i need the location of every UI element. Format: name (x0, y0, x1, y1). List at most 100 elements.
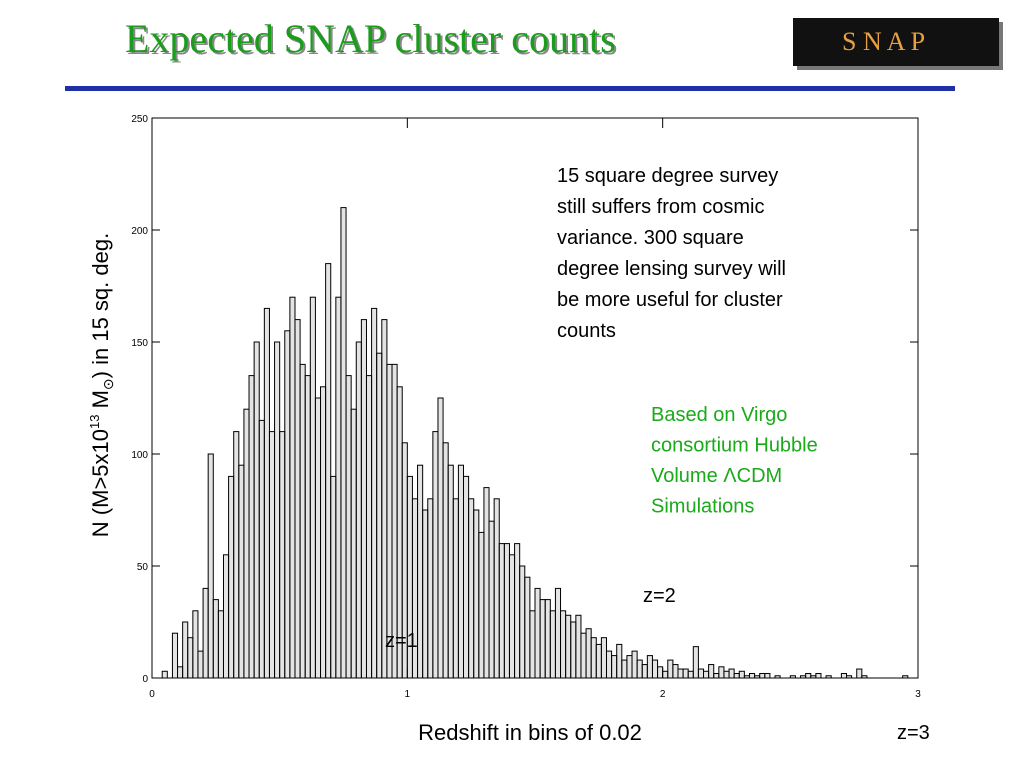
bar (350, 408, 357, 679)
y-tick-label: 250 (131, 114, 148, 125)
bar (534, 587, 541, 679)
bar (549, 610, 556, 679)
x-tick-label: 0 (149, 689, 155, 700)
bar (498, 543, 505, 679)
title-shadow: Expected SNAP cluster counts (127, 18, 618, 63)
bar (815, 673, 822, 679)
bar (452, 498, 459, 679)
bar (228, 475, 235, 679)
bar (539, 599, 546, 679)
bar (503, 543, 510, 679)
bar (279, 431, 286, 679)
bar (754, 675, 761, 679)
bar (738, 670, 745, 679)
bar (197, 650, 204, 679)
bar (641, 664, 648, 679)
bar (182, 621, 189, 679)
title-rule (65, 86, 955, 91)
y-axis-label-part: ) in 15 sq. deg. (88, 233, 113, 379)
logo-text: S N A P (842, 27, 925, 56)
bar (672, 664, 679, 679)
bar (646, 655, 653, 679)
source-line: Simulations (651, 496, 754, 518)
bar (590, 637, 597, 679)
bar (365, 375, 373, 679)
bar (723, 670, 730, 679)
bar (508, 554, 516, 679)
bar (355, 341, 362, 679)
x-tick-label: 3 (915, 689, 921, 700)
bar (340, 207, 347, 679)
bar (514, 543, 521, 679)
bar (207, 453, 214, 679)
bar (381, 319, 388, 679)
bar (478, 531, 485, 679)
y-tick-label: 150 (131, 338, 148, 349)
bar (805, 673, 812, 679)
y-tick-label: 0 (142, 674, 148, 685)
bar (713, 673, 720, 679)
note-line: counts (557, 320, 616, 342)
source-line: consortium Hubble (651, 435, 818, 457)
logo (793, 18, 999, 66)
bar (345, 375, 352, 679)
bar (314, 397, 322, 679)
bar (360, 319, 367, 679)
bar (703, 670, 710, 679)
bar (585, 628, 592, 679)
bar (840, 673, 848, 679)
bar (789, 675, 796, 679)
bar (437, 397, 444, 679)
x-tick-label: 1 (405, 689, 411, 700)
bar (376, 352, 383, 679)
bar (187, 637, 194, 679)
y-axis-label-part: ⊙ (100, 378, 116, 390)
bar (605, 650, 613, 679)
bar (294, 319, 301, 679)
source-line: Volume ΛCDM (651, 465, 782, 487)
bar (524, 576, 531, 679)
bar (560, 610, 567, 679)
bar (217, 610, 224, 679)
bar (728, 668, 735, 679)
bar (636, 659, 643, 679)
y-tick-label: 200 (131, 226, 148, 237)
bar (330, 475, 337, 679)
bar (570, 621, 577, 679)
annotation: z=1 (385, 630, 418, 652)
bar (764, 673, 771, 679)
bar (274, 341, 281, 679)
bar (442, 442, 449, 679)
bar (748, 673, 756, 679)
note-line: still suffers from cosmic (557, 196, 764, 218)
bar (697, 668, 705, 679)
bar (463, 475, 470, 679)
bar (677, 668, 684, 679)
bar (171, 632, 179, 679)
bar (304, 375, 311, 679)
bar (371, 307, 378, 679)
bar (427, 498, 434, 679)
bar (733, 673, 740, 679)
bar (309, 296, 316, 679)
bar (595, 643, 602, 679)
bar (325, 263, 332, 679)
note-line: degree lensing survey will (557, 258, 786, 280)
bar (233, 431, 240, 679)
bar (667, 659, 674, 679)
bar (810, 675, 817, 679)
bar (861, 675, 868, 679)
bar (759, 673, 766, 679)
bar (626, 655, 633, 679)
bar (651, 659, 659, 679)
bar (268, 431, 276, 679)
bar (554, 587, 562, 679)
bar (320, 386, 327, 679)
bar (177, 666, 184, 679)
bar (447, 464, 454, 679)
bar (222, 554, 230, 679)
bar (575, 614, 582, 679)
bar (800, 675, 807, 679)
bar (238, 464, 245, 679)
bar (544, 599, 551, 679)
